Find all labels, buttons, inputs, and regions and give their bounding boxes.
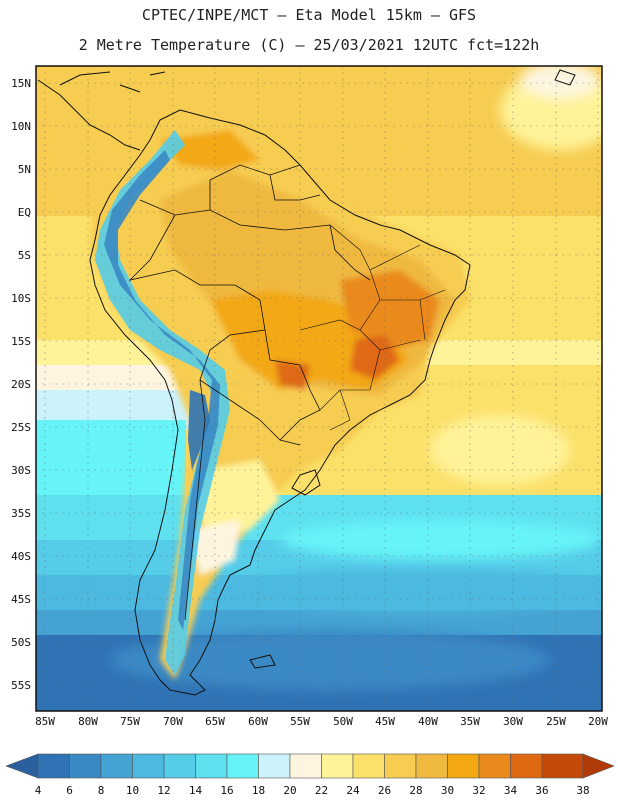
lat-label-15s: 15S bbox=[11, 335, 31, 348]
colorbar-label: 20 bbox=[283, 784, 296, 797]
colorbar-label: 12 bbox=[157, 784, 170, 797]
colorbar-label: 14 bbox=[189, 784, 203, 797]
colorbar-swatch bbox=[226, 753, 259, 779]
colorbar-swatch bbox=[510, 753, 543, 779]
map-title-line2: 2 Metre Temperature (C) – 25/03/2021 12U… bbox=[78, 36, 540, 54]
lon-label-55w: 55W bbox=[290, 715, 310, 728]
lat-label-10s: 10S bbox=[11, 292, 31, 305]
colorbar-left-arrow bbox=[5, 753, 39, 779]
lon-label-65w: 65W bbox=[205, 715, 225, 728]
colorbar-label: 18 bbox=[252, 784, 265, 797]
colorbar-right-arrow bbox=[582, 753, 615, 779]
map-title-line1: CPTEC/INPE/MCT – Eta Model 15km – GFS bbox=[141, 6, 477, 24]
lat-label-40s: 40S bbox=[11, 550, 31, 563]
lat-label-55s: 55S bbox=[11, 679, 31, 692]
lon-label-75w: 75W bbox=[120, 715, 140, 728]
lon-label-25w: 25W bbox=[546, 715, 566, 728]
colorbar-swatch bbox=[100, 753, 133, 779]
lon-label-45w: 45W bbox=[375, 715, 395, 728]
colorbar-label: 6 bbox=[66, 784, 73, 797]
colorbar-label: 34 bbox=[504, 784, 518, 797]
lon-label-40w: 40W bbox=[418, 715, 438, 728]
colorbar-label: 32 bbox=[472, 784, 485, 797]
colorbar-label: 24 bbox=[346, 784, 360, 797]
colorbar-swatch bbox=[447, 753, 480, 779]
lon-label-30w: 30W bbox=[503, 715, 523, 728]
lon-label-60w: 60W bbox=[248, 715, 268, 728]
lat-label-25s: 25S bbox=[11, 421, 31, 434]
lon-label-35w: 35W bbox=[460, 715, 480, 728]
colorbar-label: 38 bbox=[576, 784, 589, 797]
colorbar-label: 36 bbox=[535, 784, 548, 797]
map-frame bbox=[35, 65, 603, 712]
lat-label-35s: 35S bbox=[11, 507, 31, 520]
colorbar-swatch bbox=[415, 753, 448, 779]
colorbar-swatch bbox=[195, 753, 228, 779]
colorbar: 4 6 8 10 12 14 16 18 20 22 24 26 28 30 3… bbox=[5, 753, 615, 797]
colorbar-swatch bbox=[384, 753, 417, 779]
colorbar-swatch bbox=[541, 753, 584, 779]
lat-label-30s: 30S bbox=[11, 464, 31, 477]
colorbar-label: 16 bbox=[220, 784, 233, 797]
colorbar-swatch bbox=[37, 753, 70, 779]
colorbar-swatch bbox=[69, 753, 102, 779]
colorbar-swatch bbox=[478, 753, 511, 779]
colorbar-label: 4 bbox=[35, 784, 42, 797]
lat-label-5s: 5S bbox=[18, 249, 31, 262]
colorbar-label: 22 bbox=[315, 784, 328, 797]
lat-label-45s: 45S bbox=[11, 593, 31, 606]
lon-label-20w: 20W bbox=[588, 715, 608, 728]
lon-label-50w: 50W bbox=[333, 715, 353, 728]
colorbar-swatch bbox=[289, 753, 322, 779]
lon-label-70w: 70W bbox=[163, 715, 183, 728]
lat-label-50s: 50S bbox=[11, 636, 31, 649]
colorbar-swatch bbox=[163, 753, 196, 779]
colorbar-label: 10 bbox=[126, 784, 139, 797]
latitude-axis: 15N 10N 5N EQ 5S 10S 15S 20S 25S 30S 35S… bbox=[11, 77, 31, 692]
colorbar-swatch bbox=[321, 753, 354, 779]
colorbar-swatch bbox=[132, 753, 165, 779]
colorbar-label: 28 bbox=[409, 784, 422, 797]
lat-label-eq: EQ bbox=[18, 206, 31, 219]
colorbar-label: 26 bbox=[378, 784, 391, 797]
longitude-axis: 85W 80W 75W 70W 65W 60W 55W 50W 45W 40W … bbox=[35, 715, 608, 728]
colorbar-swatch bbox=[352, 753, 385, 779]
colorbar-label: 30 bbox=[441, 784, 454, 797]
lon-label-85w: 85W bbox=[35, 715, 55, 728]
colorbar-swatch bbox=[258, 753, 291, 779]
temperature-map bbox=[36, 66, 602, 711]
lat-label-10n: 10N bbox=[11, 120, 31, 133]
lat-label-15n: 15N bbox=[11, 77, 31, 90]
lon-label-80w: 80W bbox=[78, 715, 98, 728]
lat-label-20s: 20S bbox=[11, 378, 31, 391]
lat-label-5n: 5N bbox=[18, 163, 31, 176]
colorbar-label: 8 bbox=[98, 784, 105, 797]
